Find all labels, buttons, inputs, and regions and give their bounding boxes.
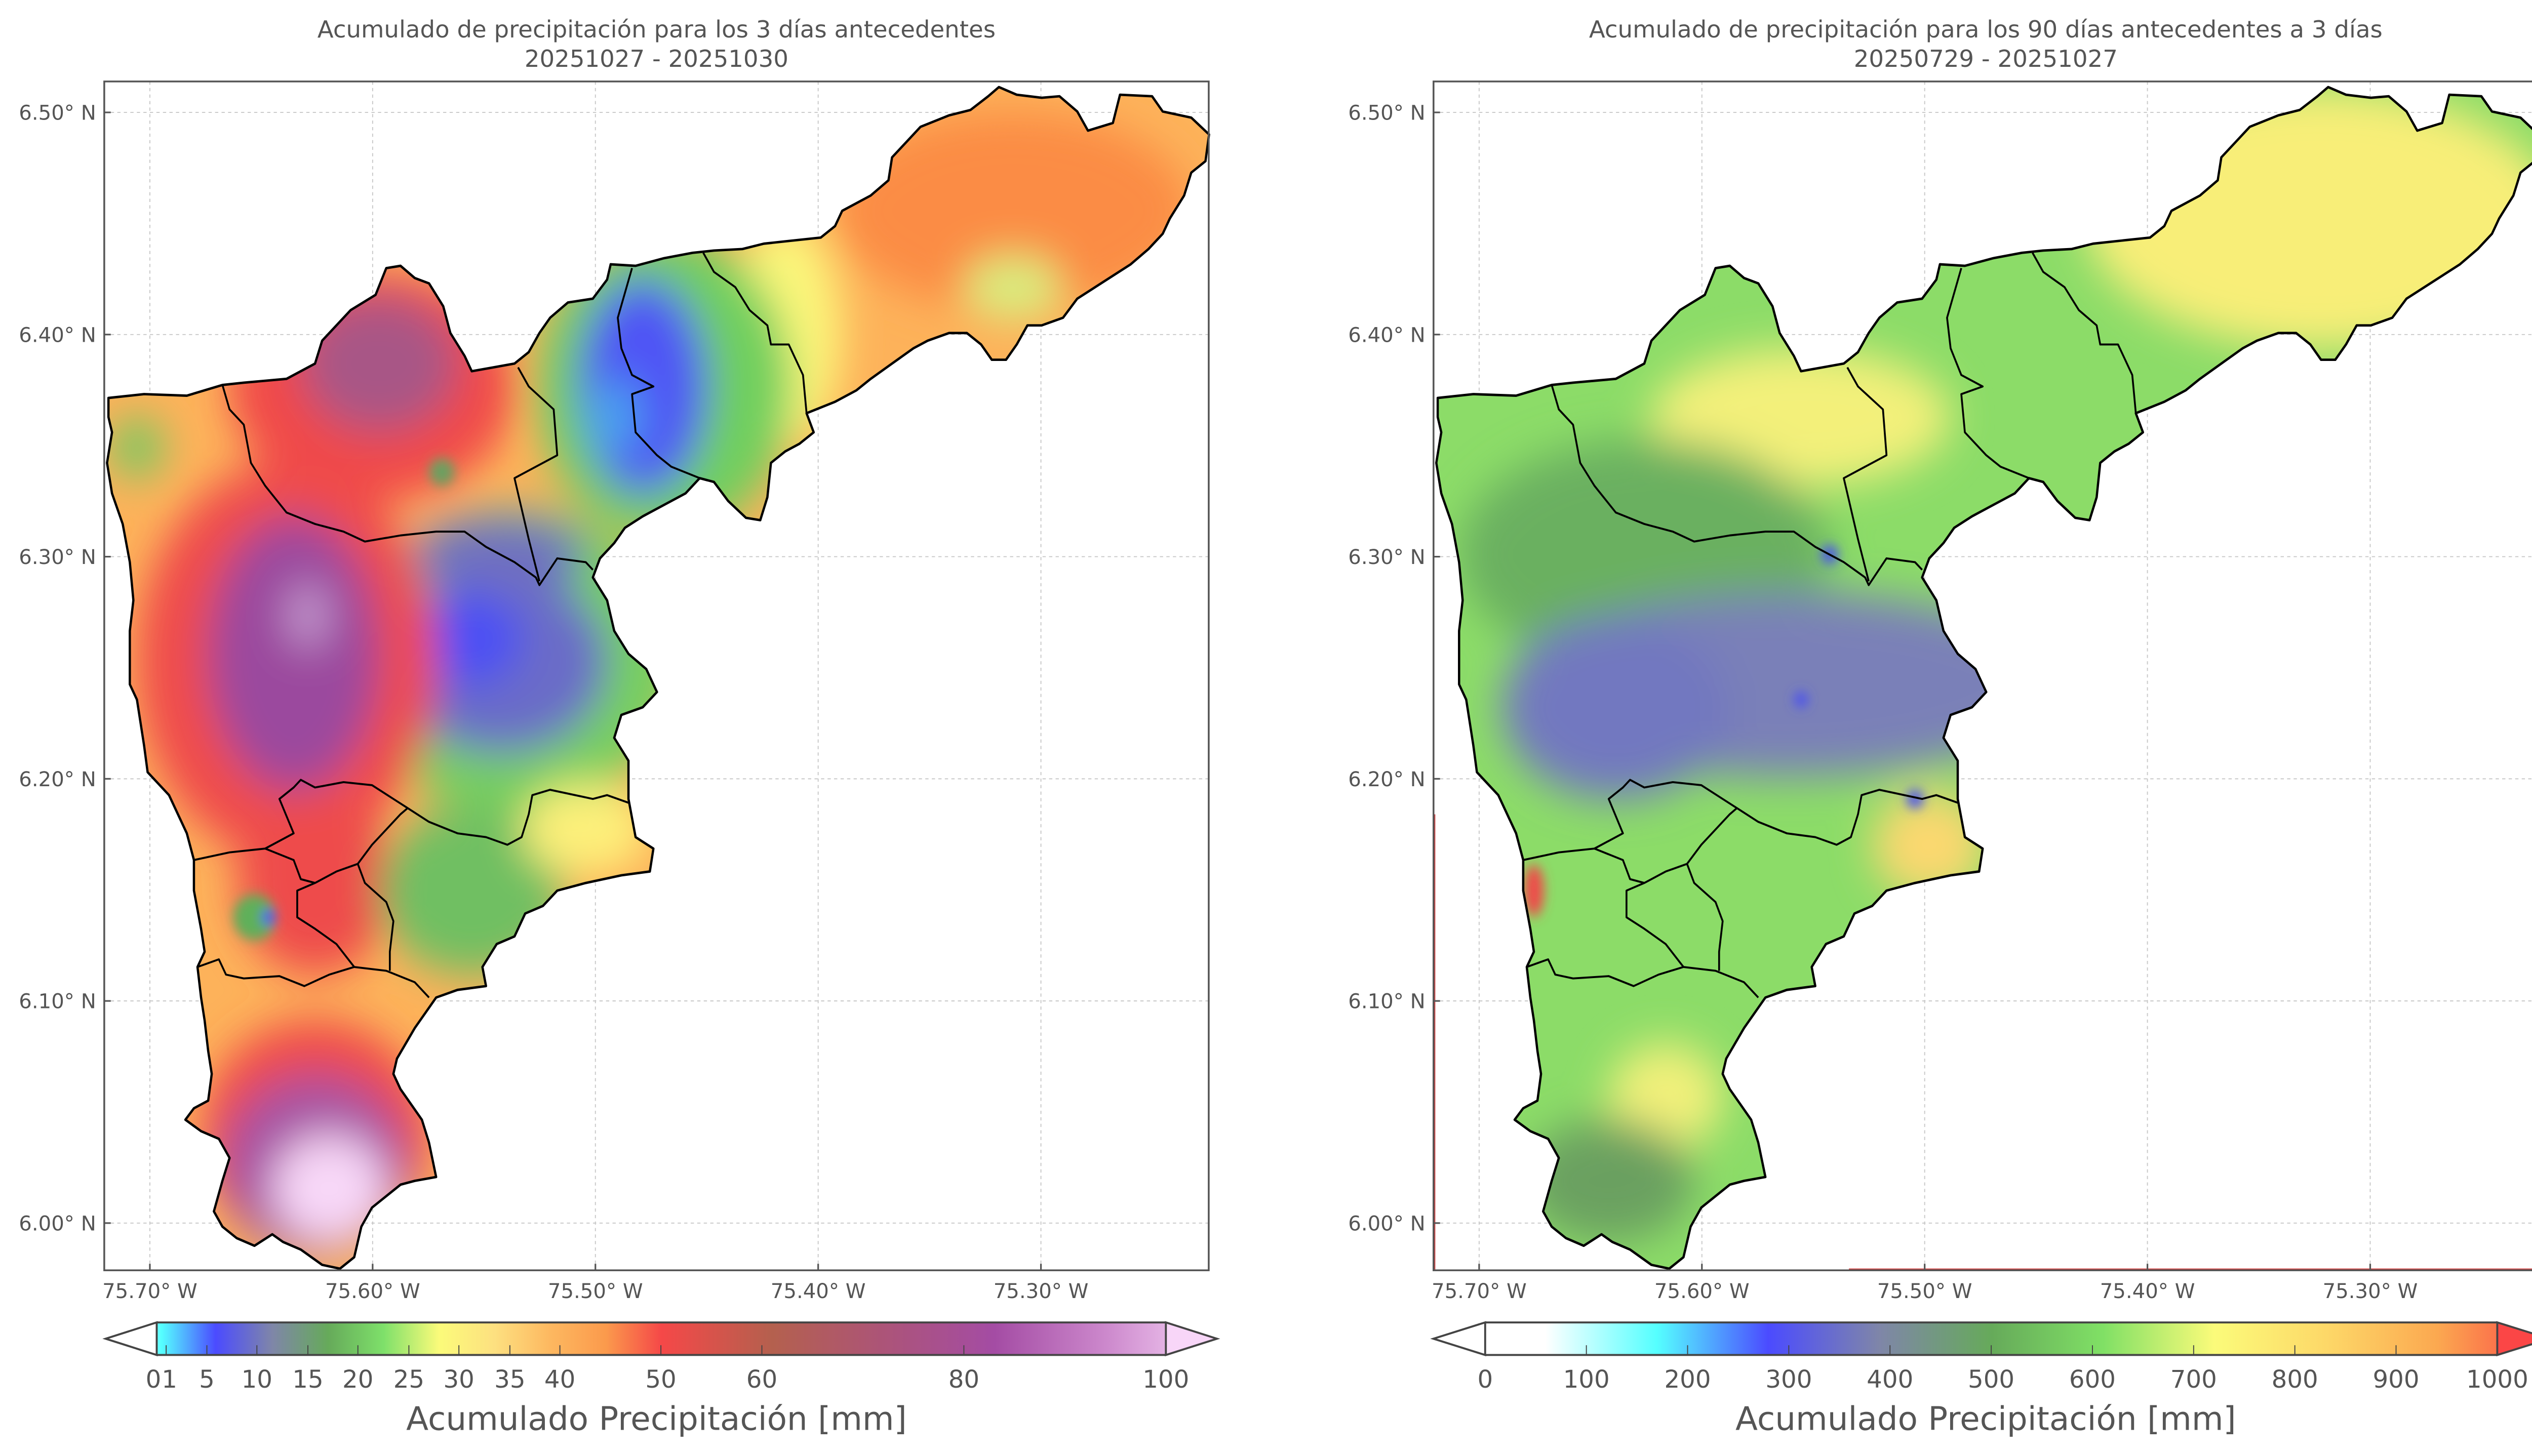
lon-tick-label: 75.60° W [325, 1280, 420, 1303]
colorbar-tick-label: 10 [242, 1365, 272, 1394]
panel-date-range: 20250729 - 20251027 [1854, 45, 2118, 72]
axis-ticks: 6.50° N 6.40° N 6.30° N 6.20° N 6.10° N 6.00°… [19, 102, 1088, 1303]
lat-tick-label: 6.10° N [19, 990, 96, 1014]
map-frame [1433, 80, 2532, 1271]
lon-tick-label: 75.30° W [994, 1280, 1089, 1303]
colorbar-over-arrow [2496, 1321, 2532, 1357]
colorbar-over-arrow [1165, 1321, 1220, 1357]
colorbar-90-day: 0 100 200 300 400 500 600 700 800 900 1000 [1430, 1321, 2532, 1394]
colorbar-tick-label: 0 [1477, 1365, 1493, 1394]
panel-title: Acumulado de precipitación para los 90 d… [1589, 16, 2383, 43]
colorbar-tick-label: 300 [1765, 1365, 1812, 1394]
lon-tick-label: 75.40° W [2100, 1280, 2195, 1303]
colorbar-tick-label: 35 [494, 1365, 525, 1394]
colorbar-tick-label: 60 [746, 1365, 777, 1394]
lat-tick-label: 6.00° N [1348, 1212, 1425, 1235]
panel-date-range: 20251027 - 20251030 [525, 45, 788, 72]
colorbar-under-arrow [1430, 1321, 1486, 1357]
lat-tick-label: 6.20° N [19, 768, 96, 791]
lat-tick-label: 6.50° N [1348, 102, 1425, 125]
colorbar-tick-label: 800 [2272, 1365, 2318, 1394]
colorbar-label: Acumulado Precipitación [mm] [406, 1400, 907, 1438]
lat-tick-label: 6.10° N [1348, 990, 1425, 1014]
colorbar-tick-label: 100 [1142, 1365, 1189, 1394]
lon-tick-label: 75.40° W [771, 1280, 866, 1303]
panel-title: Acumulado de precipitación para los 3 dí… [318, 16, 996, 43]
precipitation-field-90-day [1431, 81, 2532, 1280]
colorbar-tick-label: 20 [342, 1365, 373, 1394]
colorbar-tick-label: 15 [292, 1365, 323, 1394]
colorbar-tick-label: 1 [162, 1365, 177, 1394]
colorbar-tick-label: 100 [1563, 1365, 1610, 1394]
lat-tick-label: 6.40° N [19, 323, 96, 347]
lat-tick-label: 6.50° N [19, 102, 96, 125]
colorbar-tick-label: 40 [544, 1365, 575, 1394]
colorbar-label: Acumulado Precipitación [mm] [1735, 1400, 2236, 1438]
lon-tick-label: 75.70° W [1432, 1280, 1527, 1303]
axis-ticks: 6.50° N 6.40° N 6.30° N 6.20° N 6.10° N 6.00°… [1348, 102, 2418, 1303]
lon-tick-label: 75.60° W [1654, 1280, 1750, 1303]
colorbar-tick-label: 80 [948, 1365, 979, 1394]
colorbar-tick-label: 900 [2372, 1365, 2419, 1394]
lat-tick-label: 6.40° N [1348, 323, 1425, 347]
colorbar-tick-label: 600 [2069, 1365, 2116, 1394]
panel-3-day: Acumulado de precipitación para los 3 dí… [19, 16, 1220, 1438]
colorbar-tick-label: 200 [1664, 1365, 1711, 1394]
colorbar-tick-label: 50 [645, 1365, 676, 1394]
colorbar-tick-label: 30 [443, 1365, 474, 1394]
lon-tick-label: 75.30° W [2323, 1280, 2418, 1303]
colorbar-3-day: 0 1 5 10 15 20 25 30 35 40 50 60 80 100 [102, 1321, 1220, 1394]
colorbar-tick-label: 5 [199, 1365, 215, 1394]
colorbar-gradient [1430, 1321, 2532, 1356]
lon-tick-label: 75.50° W [1877, 1280, 1972, 1303]
colorbar-under-arrow [102, 1321, 158, 1357]
lat-tick-label: 6.30° N [1348, 546, 1425, 569]
colorbar-tick-label: 500 [1968, 1365, 2014, 1394]
lon-tick-label: 75.50° W [548, 1280, 643, 1303]
lon-tick-label: 75.70° W [102, 1280, 197, 1303]
lat-tick-label: 6.20° N [1348, 768, 1425, 791]
map-frame [103, 80, 1210, 1271]
precipitation-field-3-day [101, 81, 1220, 1280]
lat-tick-label: 6.00° N [19, 1212, 96, 1235]
colorbar-tick-label: 0 [146, 1365, 162, 1394]
colorbar-tick-label: 25 [393, 1365, 424, 1394]
colorbar-tick-label: 700 [2170, 1365, 2217, 1394]
panel-90-day: Acumulado de precipitación para los 90 d… [1348, 16, 2532, 1438]
colorbar-tick-label: 1000 [2466, 1365, 2528, 1394]
colorbar-tick-label: 400 [1867, 1365, 1913, 1394]
lat-tick-label: 6.30° N [19, 546, 96, 569]
